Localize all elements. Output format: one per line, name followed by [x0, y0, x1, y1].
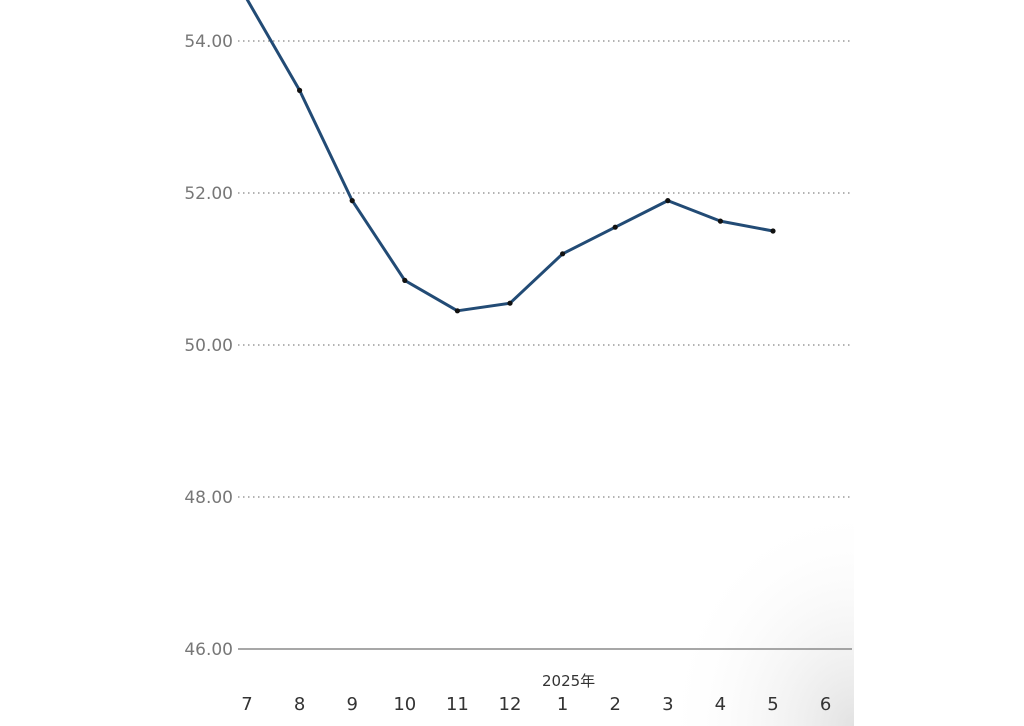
x-tick-label: 3 [662, 694, 673, 715]
series-line [245, 0, 775, 313]
x-tick-label: 12 [499, 694, 522, 715]
data-point [402, 277, 408, 283]
data-point [560, 251, 566, 257]
data-point [717, 218, 724, 224]
series-layer [245, 0, 776, 314]
data-point [507, 300, 513, 306]
data-point [349, 198, 355, 204]
plot-shading [560, 380, 854, 726]
y-tick-label: 50.00 [184, 336, 233, 356]
x-tick-label: 10 [393, 694, 416, 715]
x-tick-label: 11 [446, 694, 469, 715]
x-tick-label: 8 [294, 694, 305, 715]
x-tick-label: 4 [715, 694, 726, 715]
data-point [454, 308, 460, 314]
x-tick-label: 5 [767, 694, 778, 715]
x-tick-label: 9 [346, 694, 357, 715]
y-axis-ticks: 46.00 48.00 50.00 52.00 54.00 [184, 32, 233, 660]
data-point [297, 87, 303, 93]
x-tick-label: 1 [557, 694, 568, 715]
data-point [665, 198, 671, 204]
x-tick-label: 7 [241, 694, 252, 715]
x-tick-label: 2 [609, 694, 620, 715]
x-axis-ticks: 7 8 9 10 11 12 1 2 3 4 5 6 [241, 694, 831, 715]
y-tick-label: 54.00 [184, 32, 233, 52]
x-tick-label: 6 [820, 694, 831, 715]
data-point [612, 224, 618, 230]
year-label: 2025年 [542, 672, 595, 690]
gridlines [238, 40, 852, 650]
y-tick-label: 46.00 [184, 640, 233, 660]
data-point [770, 228, 776, 234]
y-tick-label: 52.00 [184, 184, 233, 204]
y-tick-label: 48.00 [184, 488, 233, 508]
